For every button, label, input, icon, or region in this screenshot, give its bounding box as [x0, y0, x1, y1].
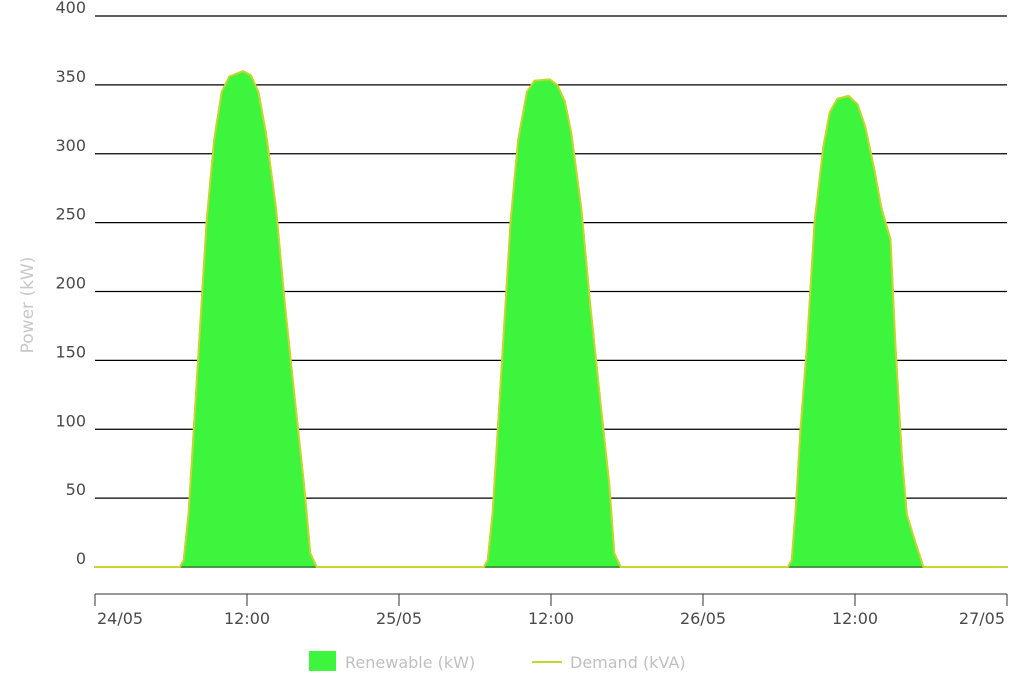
y-tick-label-300: 300: [55, 136, 86, 155]
x-tick-label-6: 27/05: [959, 609, 1005, 628]
x-tick-label-0: 24/05: [97, 609, 143, 628]
legend-label-demand[interactable]: Demand (kVA): [570, 653, 686, 672]
x-tick-label-5: 12:00: [832, 609, 878, 628]
x-tick-label-2: 25/05: [376, 609, 422, 628]
legend-swatch-renewable[interactable]: [309, 651, 336, 671]
series-line-demand: [95, 70, 1007, 568]
y-tick-label-150: 150: [55, 342, 86, 361]
series-layer: [94, 70, 1008, 568]
y-tick-label-350: 350: [55, 67, 86, 86]
y-tick-label-250: 250: [55, 205, 86, 224]
y-axis-label: Power (kW): [18, 257, 38, 354]
x-tick-label-1: 12:00: [224, 609, 270, 628]
y-tick-label-100: 100: [55, 411, 86, 430]
y-tick-label-50: 50: [66, 480, 86, 499]
x-tick-label-3: 12:00: [528, 609, 574, 628]
legend: Renewable (kW) Demand (kVA): [309, 651, 686, 672]
x-tick-label-4: 26/05: [680, 609, 726, 628]
y-tick-label-200: 200: [55, 274, 86, 293]
y-tick-label-400: 400: [55, 0, 86, 17]
legend-label-renewable[interactable]: Renewable (kW): [345, 653, 475, 672]
x-axis: 24/05 12:00 25/05 12:00 26/05 12:00 27/05: [94, 593, 1008, 628]
y-axis-ticks: 0 50 100 150 200 250 300 350 400: [55, 0, 86, 568]
y-tick-label-0: 0: [76, 549, 86, 568]
